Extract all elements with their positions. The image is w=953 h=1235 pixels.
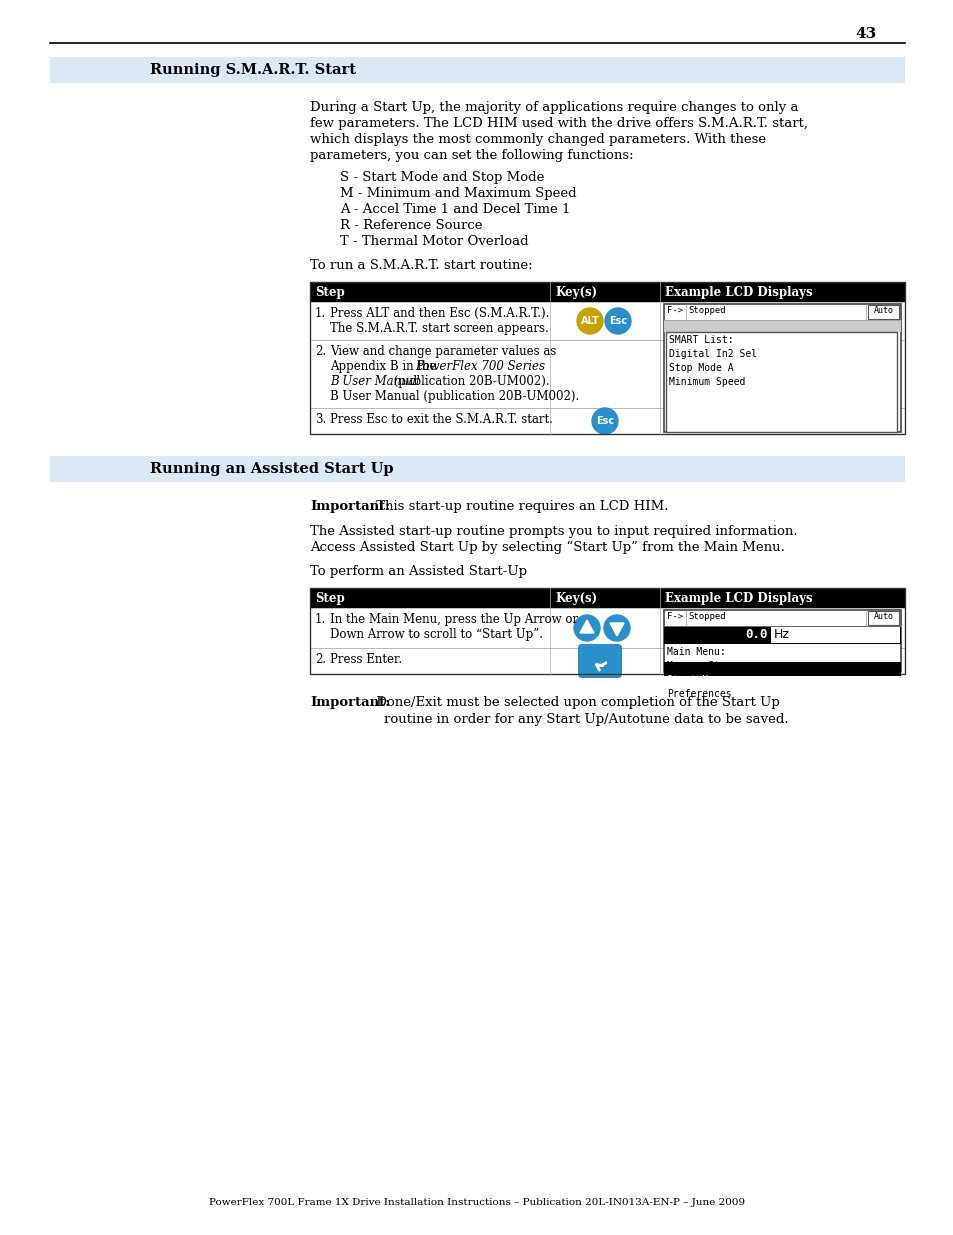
Text: Press Esc to exit the S.M.A.R.T. start.: Press Esc to exit the S.M.A.R.T. start.	[330, 412, 553, 426]
FancyBboxPatch shape	[663, 626, 900, 643]
Text: Minimum Speed: Minimum Speed	[668, 377, 744, 387]
Text: M - Minimum and Maximum Speed: M - Minimum and Maximum Speed	[339, 186, 576, 200]
Text: View and change parameter values as: View and change parameter values as	[330, 345, 556, 358]
FancyBboxPatch shape	[310, 608, 904, 648]
Text: Appendix B in the: Appendix B in the	[330, 359, 439, 373]
FancyBboxPatch shape	[310, 303, 904, 340]
Text: parameters, you can set the following functions:: parameters, you can set the following fu…	[310, 149, 633, 162]
Text: Stop Mode A: Stop Mode A	[668, 363, 733, 373]
Text: Press Enter.: Press Enter.	[330, 653, 402, 666]
FancyBboxPatch shape	[50, 57, 904, 83]
FancyBboxPatch shape	[663, 320, 900, 332]
Text: Down Arrow to scroll to “Start Up”.: Down Arrow to scroll to “Start Up”.	[330, 629, 542, 641]
Text: 2.: 2.	[314, 653, 326, 666]
Text: Esc: Esc	[596, 416, 614, 426]
Text: A - Accel Time 1 and Decel Time 1: A - Accel Time 1 and Decel Time 1	[339, 203, 570, 216]
Text: Important:: Important:	[310, 697, 390, 709]
Text: Auto: Auto	[873, 306, 893, 315]
Text: R - Reference Source: R - Reference Source	[339, 219, 482, 232]
Text: Start Up: Start Up	[666, 676, 713, 685]
Text: B User Manual: B User Manual	[330, 375, 419, 388]
Text: 43: 43	[854, 27, 876, 41]
Text: Preferences: Preferences	[666, 689, 731, 699]
Text: S - Start Mode and Stop Mode: S - Start Mode and Stop Mode	[339, 170, 544, 184]
FancyBboxPatch shape	[310, 282, 904, 303]
Text: PowerFlex 700 Series: PowerFlex 700 Series	[415, 359, 544, 373]
Text: Example LCD Displays: Example LCD Displays	[664, 592, 812, 605]
Text: (publication 20B-UM002).: (publication 20B-UM002).	[390, 375, 549, 388]
Text: Memory Storage: Memory Storage	[666, 661, 748, 671]
Circle shape	[577, 308, 602, 333]
FancyBboxPatch shape	[867, 611, 898, 625]
Text: The S.M.A.R.T. start screen appears.: The S.M.A.R.T. start screen appears.	[330, 322, 548, 335]
FancyBboxPatch shape	[578, 643, 621, 678]
Text: During a Start Up, the majority of applications require changes to only a: During a Start Up, the majority of appli…	[310, 101, 798, 114]
Circle shape	[604, 308, 630, 333]
Text: Digital In2 Sel: Digital In2 Sel	[668, 350, 757, 359]
FancyBboxPatch shape	[310, 340, 904, 408]
FancyBboxPatch shape	[310, 588, 904, 608]
Text: In the Main Menu, press the Up Arrow or: In the Main Menu, press the Up Arrow or	[330, 613, 578, 626]
Text: Done/Exit must be selected upon completion of the Start Up: Done/Exit must be selected upon completi…	[372, 697, 779, 709]
Text: Key(s): Key(s)	[555, 592, 597, 605]
Text: To run a S.M.A.R.T. start routine:: To run a S.M.A.R.T. start routine:	[310, 259, 532, 272]
Circle shape	[592, 408, 618, 433]
Text: 2.: 2.	[314, 345, 326, 358]
Text: routine in order for any Start Up/Autotune data to be saved.: routine in order for any Start Up/Autotu…	[384, 713, 788, 726]
Text: T - Thermal Motor Overload: T - Thermal Motor Overload	[339, 235, 528, 248]
Text: To perform an Assisted Start-Up: To perform an Assisted Start-Up	[310, 564, 526, 578]
Text: which displays the most commonly changed parameters. With these: which displays the most commonly changed…	[310, 133, 765, 146]
Text: Example LCD Displays: Example LCD Displays	[664, 287, 812, 299]
Text: Running S.M.A.R.T. Start: Running S.M.A.R.T. Start	[150, 63, 355, 77]
Text: few parameters. The LCD HIM used with the drive offers S.M.A.R.T. start,: few parameters. The LCD HIM used with th…	[310, 117, 807, 130]
Text: F->: F->	[666, 613, 682, 621]
Text: Important:: Important:	[310, 500, 390, 513]
Circle shape	[574, 615, 599, 641]
Text: Stopped: Stopped	[687, 613, 725, 621]
Text: Step: Step	[314, 287, 344, 299]
Text: ALT: ALT	[580, 316, 598, 326]
FancyBboxPatch shape	[663, 610, 900, 672]
Text: Running an Assisted Start Up: Running an Assisted Start Up	[150, 462, 393, 475]
Text: Step: Step	[314, 592, 344, 605]
Circle shape	[603, 615, 629, 641]
FancyBboxPatch shape	[663, 662, 900, 676]
Text: 1.: 1.	[314, 613, 326, 626]
FancyBboxPatch shape	[770, 627, 899, 643]
Text: Key(s): Key(s)	[555, 287, 597, 299]
Text: F->: F->	[666, 306, 682, 315]
Text: The Assisted start-up routine prompts you to input required information.: The Assisted start-up routine prompts yo…	[310, 525, 797, 538]
FancyBboxPatch shape	[665, 332, 896, 432]
Text: 3.: 3.	[314, 412, 326, 426]
FancyBboxPatch shape	[310, 408, 904, 433]
Text: B User Manual (publication 20B-UM002).: B User Manual (publication 20B-UM002).	[330, 390, 578, 403]
Text: PowerFlex 700L Frame 1X Drive Installation Instructions – Publication 20L-IN013A: PowerFlex 700L Frame 1X Drive Installati…	[209, 1198, 744, 1207]
Text: Access Assisted Start Up by selecting “Start Up” from the Main Menu.: Access Assisted Start Up by selecting “S…	[310, 541, 784, 555]
Polygon shape	[609, 622, 623, 636]
Text: SMART List:: SMART List:	[668, 335, 733, 345]
Text: 0.0: 0.0	[744, 629, 767, 641]
Text: Press ALT and then Esc (S.M.A.R.T.).: Press ALT and then Esc (S.M.A.R.T.).	[330, 308, 549, 320]
Text: Auto: Auto	[873, 613, 893, 621]
Text: This start-up routine requires an LCD HIM.: This start-up routine requires an LCD HI…	[372, 500, 668, 513]
FancyBboxPatch shape	[310, 648, 904, 674]
Polygon shape	[579, 620, 594, 634]
Text: Hz: Hz	[773, 629, 789, 641]
Text: 1.: 1.	[314, 308, 326, 320]
Text: Esc: Esc	[608, 316, 626, 326]
FancyBboxPatch shape	[50, 456, 904, 482]
Text: Stopped: Stopped	[687, 306, 725, 315]
Text: Main Menu:: Main Menu:	[666, 647, 725, 657]
FancyBboxPatch shape	[867, 305, 898, 319]
FancyBboxPatch shape	[663, 304, 900, 432]
